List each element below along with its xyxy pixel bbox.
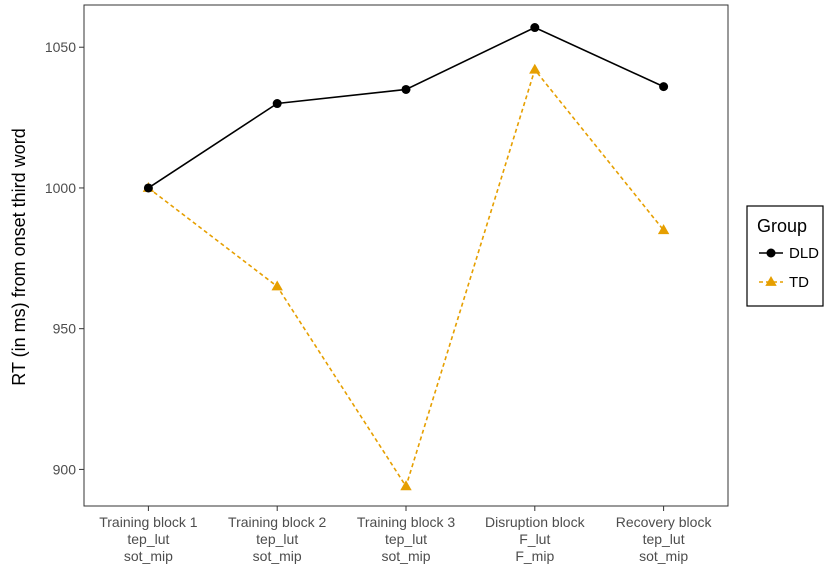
x-tick-label: Training block 1 tep_lut sot_mip: [99, 514, 198, 564]
y-tick-label: 900: [53, 461, 77, 477]
data-point-td: [529, 63, 541, 74]
data-point-dld: [401, 84, 411, 94]
data-point-dld: [143, 183, 153, 193]
legend-label-dld: DLD: [789, 245, 819, 262]
axes: 900 950 1000 1050 Training block 1 tep_lut sot…: [45, 39, 713, 564]
data-point-td: [657, 224, 670, 235]
legend-marker-dld: [766, 248, 776, 258]
legend-title: Group: [757, 216, 807, 236]
x-tick-label: Recovery block tep_lut sot_mip: [616, 514, 713, 564]
series-dld: [143, 23, 669, 193]
data-point-dld: [272, 99, 282, 109]
x-tick-label: Training block 2 tep_lut sot_mip: [228, 514, 327, 564]
series-line-dld: [147, 26, 664, 189]
series-line-td: [147, 68, 665, 489]
data-point-dld: [530, 23, 540, 33]
y-axis-title: RT (in ms) from onset third word: [9, 128, 29, 385]
series-layer: [142, 23, 670, 491]
series-td: [142, 63, 670, 491]
y-tick-label: 1000: [45, 180, 76, 196]
legend-item-dld: DLD: [759, 245, 819, 262]
x-tick-label: Training block 3 tep_lut sot_mip: [357, 514, 456, 564]
legend: Group DLD TD: [746, 205, 824, 307]
y-tick-label: 950: [53, 321, 77, 337]
y-tick-label: 1050: [45, 39, 76, 55]
legend-box: [746, 205, 824, 307]
legend-marker-td: [765, 276, 777, 286]
data-point-td: [271, 280, 283, 291]
data-point-dld: [659, 82, 669, 92]
plot-area: [83, 4, 729, 507]
legend-item-td: TD: [759, 274, 809, 291]
x-tick-label: Disruption block F_lut F_mip: [485, 514, 586, 564]
legend-label-td: TD: [789, 274, 809, 291]
data-point-td: [400, 480, 412, 491]
plot-panel-border: [83, 4, 729, 507]
